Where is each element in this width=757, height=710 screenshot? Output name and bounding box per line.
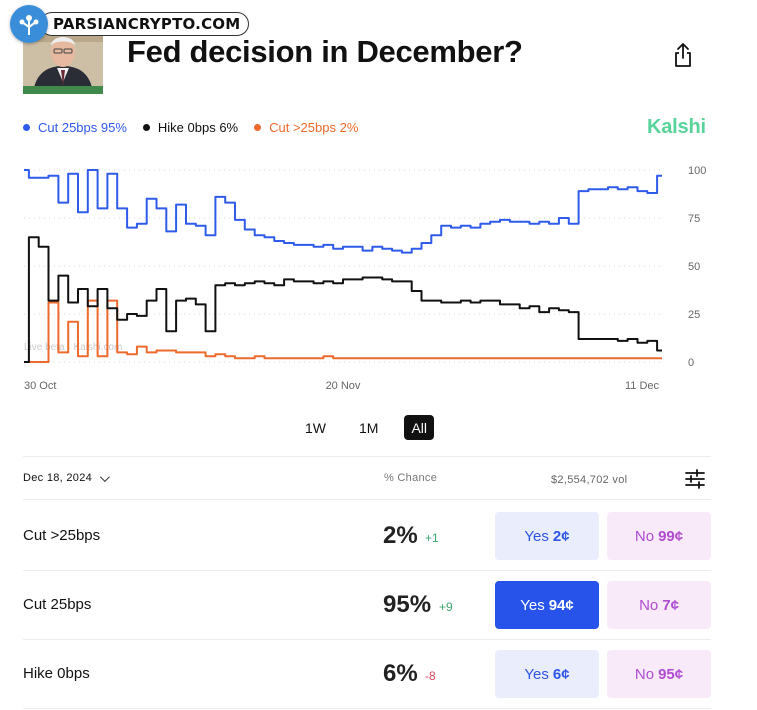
no-price: 7¢	[662, 596, 679, 614]
outcome-label: Cut 25bps	[23, 596, 92, 613]
yes-price: 6¢	[552, 665, 570, 683]
no-label: No	[634, 665, 655, 683]
series-line-hike-0bps	[24, 236, 662, 363]
series-line-cut-25bps	[24, 169, 662, 254]
y-tick-label: 0	[688, 357, 694, 369]
no-label: No	[634, 527, 655, 545]
legend-dot	[23, 124, 30, 131]
outcome-label: Cut >25bps	[23, 527, 101, 544]
divider	[23, 639, 711, 640]
date-selector-label: Dec 18, 2024	[23, 472, 93, 484]
share-icon[interactable]	[672, 42, 694, 68]
outcome-row-hike-0: Hike 0bps 6% -8 Yes 6¢ No 95¢	[23, 638, 711, 708]
buy-no-button[interactable]: No 95¢	[607, 650, 711, 698]
probability-line-chart: 100 75 50 25 0 30 Oct 20 Nov 11 Dec Live beta · …	[24, 165, 706, 392]
yes-label: Yes	[524, 527, 549, 545]
yes-label: Yes	[520, 596, 545, 614]
y-tick-label: 25	[688, 309, 700, 321]
yes-price: 94¢	[548, 596, 574, 614]
outcome-label: Hike 0bps	[23, 665, 90, 682]
y-tick-label: 100	[688, 165, 706, 177]
kalshi-logo: Kalshi	[647, 116, 706, 138]
legend-item-cut-gt-25: Cut >25bps 2%	[254, 120, 358, 135]
outcome-chance: 2%	[383, 522, 418, 549]
buy-yes-button[interactable]: Yes 94¢	[495, 581, 599, 629]
divider	[23, 456, 711, 457]
buy-no-button[interactable]: No 7¢	[607, 581, 711, 629]
page-title: Fed decision in December?	[127, 34, 523, 69]
legend-dot	[142, 124, 150, 131]
x-tick-label: 20 Nov	[326, 380, 361, 392]
x-tick-label: 11 Dec	[625, 380, 660, 392]
divider	[23, 708, 711, 709]
no-price: 95¢	[658, 665, 684, 683]
outcome-row-cut-gt-25: Cut >25bps 2% +1 Yes 2¢ No 99¢	[23, 500, 711, 570]
range-1w-button[interactable]: 1W	[305, 419, 326, 436]
buy-no-button[interactable]: No 99¢	[607, 512, 711, 560]
x-tick-label: 30 Oct	[24, 380, 56, 392]
tree-logo-icon	[10, 5, 48, 43]
buy-yes-button[interactable]: Yes 6¢	[495, 650, 599, 698]
legend-label: Hike 0bps 6%	[157, 120, 239, 135]
outcome-chance: 95%	[383, 591, 432, 618]
outcome-row-cut-25: Cut 25bps 95% +9 Yes 94¢ No 7¢	[23, 569, 711, 639]
outcome-delta: -8	[425, 669, 436, 683]
outcome-delta: +9	[439, 600, 453, 614]
time-range-selector: 1W 1M All	[298, 415, 453, 440]
chevron-down-icon	[100, 471, 110, 482]
date-selector[interactable]: Dec 18, 2024	[23, 471, 110, 484]
legend-item-cut-25: Cut 25bps 95%	[23, 120, 127, 135]
no-price: 99¢	[658, 527, 684, 545]
chance-column-header: % Chance	[384, 472, 438, 484]
sliders-icon[interactable]	[685, 469, 705, 489]
volume-text: $2,554,702 vol	[551, 474, 628, 486]
chart-legend: Cut 25bps 95% Hike 0bps 6% Cut >25bps 2%	[23, 120, 374, 135]
y-tick-label: 75	[688, 213, 700, 225]
no-label: No	[639, 596, 659, 614]
outcome-chance: 6%	[383, 660, 418, 687]
divider	[23, 570, 711, 571]
range-1m-button[interactable]: 1M	[359, 419, 379, 436]
range-all-button[interactable]: All	[404, 415, 435, 440]
chart-watermark: Live beta · Kalshi.com	[24, 342, 122, 353]
y-tick-label: 50	[688, 261, 700, 273]
legend-item-hike-0: Hike 0bps 6%	[142, 120, 239, 135]
watermark-text: PARSIANCRYPTO.COM	[40, 12, 250, 36]
buy-yes-button[interactable]: Yes 2¢	[495, 512, 599, 560]
legend-dot	[254, 124, 262, 131]
series-line-cut-25bps	[24, 299, 662, 363]
legend-label: Cut >25bps 2%	[269, 120, 359, 135]
yes-price: 2¢	[552, 527, 570, 545]
outcome-delta: +1	[425, 531, 439, 545]
divider	[23, 499, 711, 500]
yes-label: Yes	[524, 665, 549, 683]
legend-label: Cut 25bps 95%	[38, 120, 127, 135]
watermark-badge: PARSIANCRYPTO.COM	[10, 5, 250, 43]
